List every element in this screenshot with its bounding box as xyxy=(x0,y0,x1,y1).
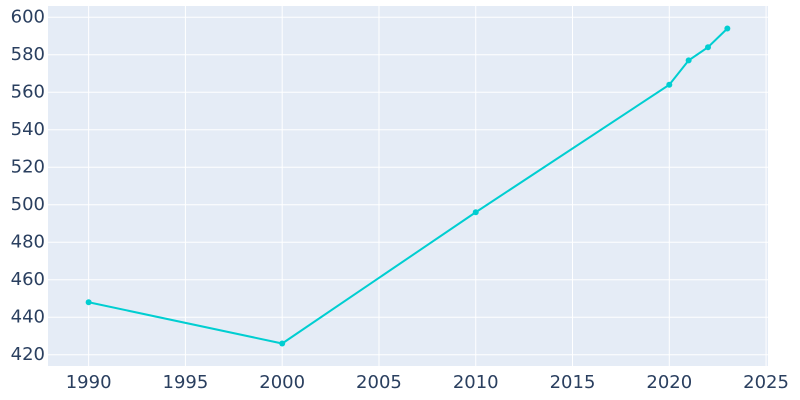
y-tick-label: 540 xyxy=(11,119,45,140)
y-tick-label: 600 xyxy=(11,6,45,27)
point xyxy=(279,340,286,347)
point xyxy=(472,209,479,216)
x-tick-label: 2005 xyxy=(356,372,402,393)
y-tick-label: 560 xyxy=(11,81,45,102)
x-tick-label: 2010 xyxy=(453,372,499,393)
point xyxy=(666,81,673,88)
point xyxy=(724,25,731,32)
x-tick-label: 2000 xyxy=(259,372,305,393)
y-tick-label: 440 xyxy=(11,306,45,327)
y-tick-label: 520 xyxy=(11,156,45,177)
point xyxy=(685,57,692,64)
y-tick-label: 480 xyxy=(11,231,45,252)
y-tick-label: 420 xyxy=(11,344,45,365)
x-tick-label: 1995 xyxy=(163,372,209,393)
point xyxy=(705,44,711,51)
x-tick-label: 2025 xyxy=(743,372,789,393)
x-tick-label: 2015 xyxy=(550,372,596,393)
y-tick-label: 580 xyxy=(11,44,45,65)
x-tick-label: 2020 xyxy=(646,372,692,393)
plot-area xyxy=(48,6,768,366)
point xyxy=(85,299,92,306)
x-tick-label: 1990 xyxy=(66,372,112,393)
y-tick-label: 460 xyxy=(11,269,45,290)
y-tick-label: 500 xyxy=(11,194,45,215)
